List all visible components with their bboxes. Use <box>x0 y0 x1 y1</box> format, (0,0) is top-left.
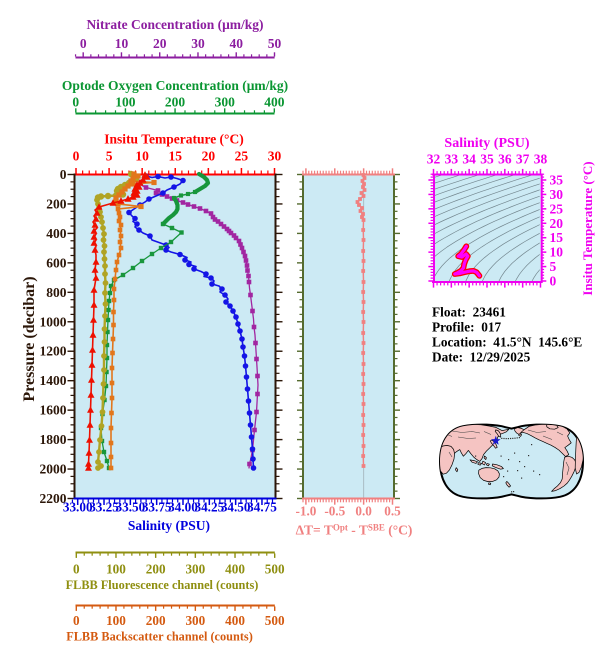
svg-text:1400: 1400 <box>40 373 67 388</box>
svg-text:0: 0 <box>72 95 79 110</box>
svg-text:100: 100 <box>106 562 126 577</box>
svg-text:34.25: 34.25 <box>194 500 224 515</box>
svg-text:Pressure (decibar): Pressure (decibar) <box>21 276 38 401</box>
svg-text:36: 36 <box>498 152 512 167</box>
svg-text:30: 30 <box>191 36 205 51</box>
svg-text:100: 100 <box>106 613 126 628</box>
svg-text:15: 15 <box>169 149 183 164</box>
svg-text:37: 37 <box>516 152 530 167</box>
svg-text:5: 5 <box>106 149 113 164</box>
svg-text:0: 0 <box>73 562 80 577</box>
svg-text:Salinity (PSU): Salinity (PSU) <box>128 518 210 533</box>
svg-text:400: 400 <box>264 95 285 110</box>
svg-text:500: 500 <box>265 562 285 577</box>
svg-text:30: 30 <box>268 149 282 164</box>
svg-text:33.75: 33.75 <box>142 500 172 515</box>
svg-text:33.25: 33.25 <box>89 500 119 515</box>
svg-text:200: 200 <box>146 562 166 577</box>
svg-text:Insitu Temperature (°C): Insitu Temperature (°C) <box>104 132 243 147</box>
svg-text:34.50: 34.50 <box>221 500 251 515</box>
svg-text:25: 25 <box>550 201 564 216</box>
svg-text:Date: 12/29/2025: Date: 12/29/2025 <box>432 350 531 365</box>
svg-text:ΔT= TOpt - TSBE (°C): ΔT= TOpt - TSBE (°C) <box>296 523 413 538</box>
svg-text:33.50: 33.50 <box>116 500 146 515</box>
svg-text:500: 500 <box>265 613 285 628</box>
svg-text:50: 50 <box>268 36 282 51</box>
svg-text:0: 0 <box>73 149 80 164</box>
svg-text:0: 0 <box>550 274 557 289</box>
svg-text:0: 0 <box>80 36 87 51</box>
svg-text:300: 300 <box>185 562 205 577</box>
svg-text:-0.5: -0.5 <box>324 504 345 519</box>
svg-text:0: 0 <box>73 613 80 628</box>
svg-text:200: 200 <box>165 95 186 110</box>
svg-text:Float: 23461: Float: 23461 <box>432 305 506 320</box>
svg-text:10: 10 <box>550 245 564 260</box>
svg-text:FLBB Backscatter channel (coun: FLBB Backscatter channel (counts) <box>66 630 253 644</box>
svg-text:35: 35 <box>480 152 494 167</box>
svg-text:100: 100 <box>115 95 136 110</box>
svg-text:15: 15 <box>550 230 564 245</box>
svg-text:0.0: 0.0 <box>355 504 372 519</box>
svg-text:25: 25 <box>235 149 249 164</box>
svg-text:40: 40 <box>229 36 243 51</box>
svg-text:800: 800 <box>46 285 67 300</box>
svg-text:2000: 2000 <box>40 462 67 477</box>
svg-text:400: 400 <box>46 226 67 241</box>
svg-text:0: 0 <box>60 167 67 182</box>
svg-text:35: 35 <box>550 172 564 187</box>
svg-text:Insitu Temperature (°C): Insitu Temperature (°C) <box>580 161 595 295</box>
svg-text:1600: 1600 <box>40 403 67 418</box>
svg-text:600: 600 <box>46 255 67 270</box>
svg-text:34.00: 34.00 <box>168 500 198 515</box>
svg-text:400: 400 <box>225 613 245 628</box>
svg-text:10: 10 <box>115 36 129 51</box>
svg-text:1000: 1000 <box>40 314 67 329</box>
svg-text:1200: 1200 <box>40 344 67 359</box>
svg-text:2200: 2200 <box>40 491 67 506</box>
svg-text:200: 200 <box>146 613 166 628</box>
svg-text:Profile: 017: Profile: 017 <box>432 320 502 335</box>
svg-text:34: 34 <box>462 152 476 167</box>
svg-text:0.5: 0.5 <box>384 504 401 519</box>
svg-text:Optode Oxygen Concentration (μ: Optode Oxygen Concentration (μm/kg) <box>62 78 288 93</box>
svg-text:30: 30 <box>550 187 564 202</box>
svg-text:-1.0: -1.0 <box>295 504 316 519</box>
svg-text:Nitrate Concentration (μm/kg): Nitrate Concentration (μm/kg) <box>86 17 263 32</box>
svg-text:20: 20 <box>550 216 564 231</box>
svg-text:Salinity (PSU): Salinity (PSU) <box>444 136 530 151</box>
svg-text:1800: 1800 <box>40 432 67 447</box>
svg-text:400: 400 <box>225 562 245 577</box>
svg-text:10: 10 <box>135 149 149 164</box>
svg-text:20: 20 <box>202 149 216 164</box>
svg-text:32: 32 <box>427 152 441 167</box>
svg-text:38: 38 <box>534 152 548 167</box>
svg-text:20: 20 <box>153 36 167 51</box>
svg-text:300: 300 <box>215 95 236 110</box>
svg-text:300: 300 <box>185 613 205 628</box>
svg-text:Location: 41.5°N 145.6°E: Location: 41.5°N 145.6°E <box>432 335 582 350</box>
svg-text:200: 200 <box>46 196 67 211</box>
svg-text:33: 33 <box>445 152 459 167</box>
svg-text:33.00: 33.00 <box>63 500 93 515</box>
svg-text:FLBB Fluorescence channel (cou: FLBB Fluorescence channel (counts) <box>66 578 259 592</box>
svg-text:34.75: 34.75 <box>247 500 277 515</box>
svg-text:5: 5 <box>550 259 557 274</box>
